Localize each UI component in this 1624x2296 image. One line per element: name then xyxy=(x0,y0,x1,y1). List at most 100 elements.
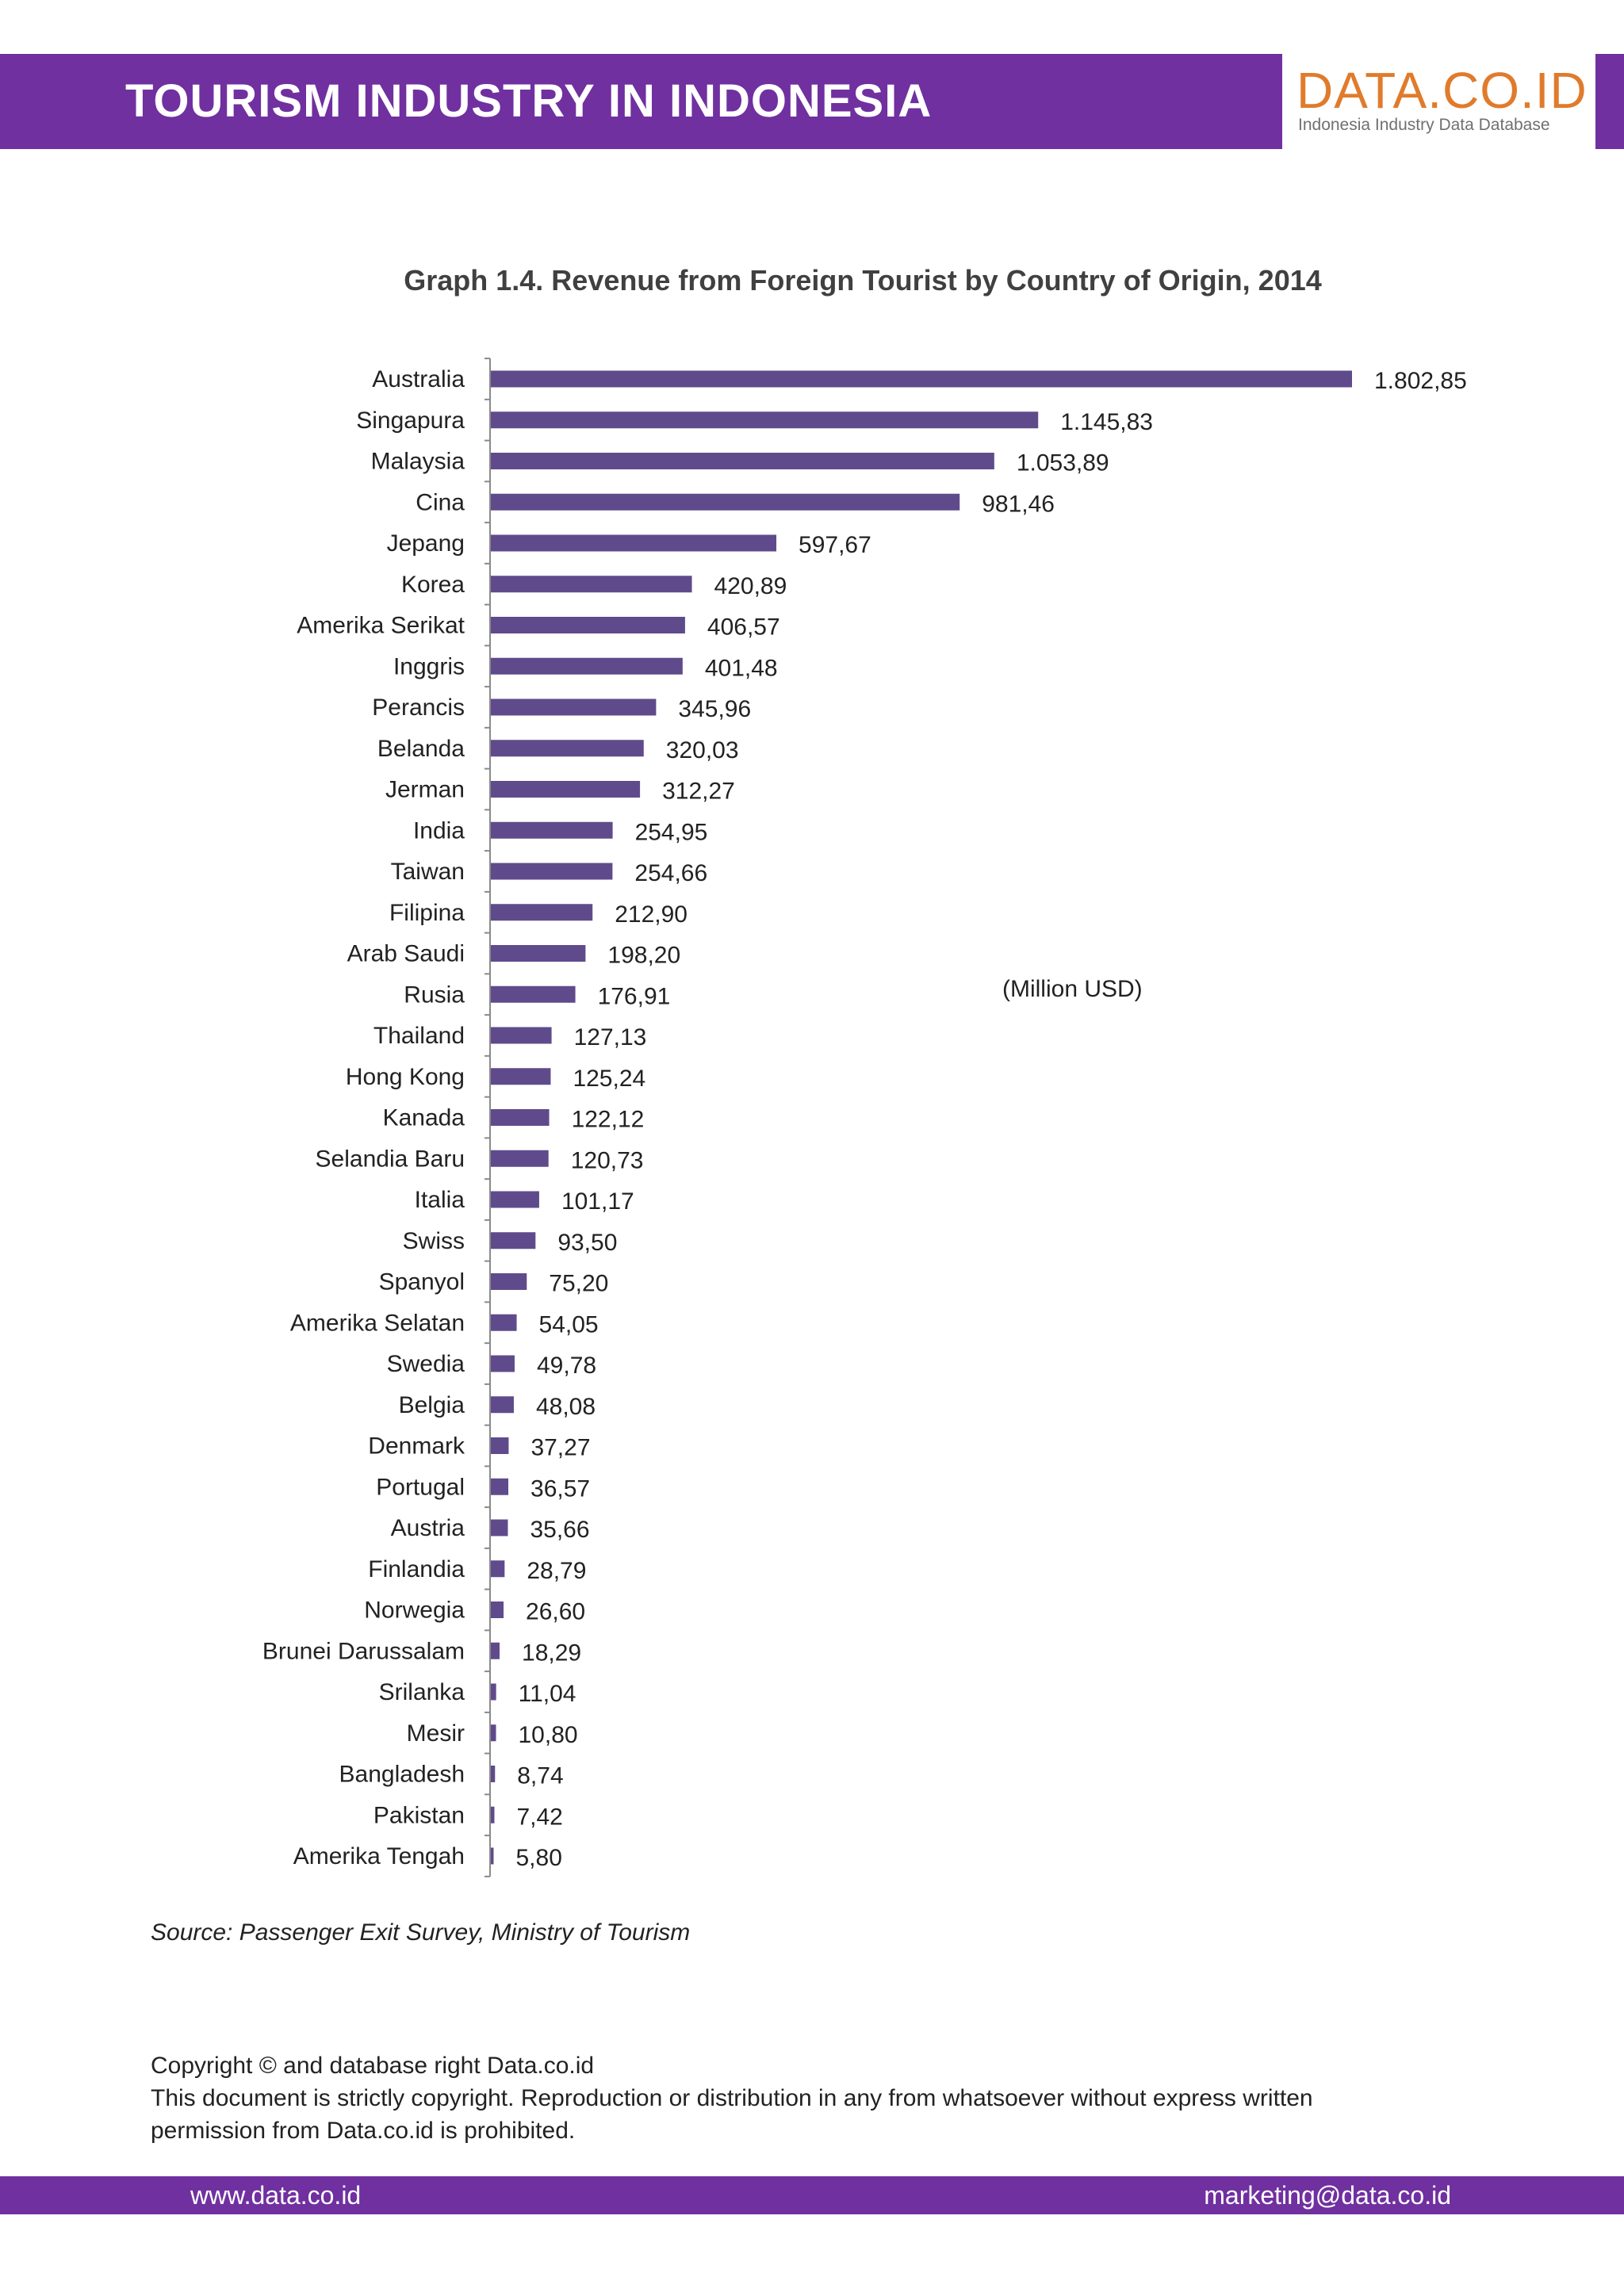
bar xyxy=(491,1560,504,1577)
value-label: 198,20 xyxy=(607,943,680,969)
category-label: Swedia xyxy=(387,1351,465,1377)
value-label: 254,66 xyxy=(634,860,707,886)
category-label: Pakistan xyxy=(373,1802,465,1828)
bar xyxy=(491,1192,539,1208)
value-label: 212,90 xyxy=(615,901,688,928)
value-label: 254,95 xyxy=(635,819,708,845)
bar xyxy=(491,1684,496,1701)
category-label: Perancis xyxy=(372,695,465,721)
category-label: Srilanka xyxy=(379,1679,465,1705)
email-link[interactable]: marketing@data.co.id xyxy=(1204,2176,1451,2214)
value-label: 312,27 xyxy=(662,779,735,805)
bar xyxy=(491,1643,500,1659)
bar xyxy=(491,535,776,552)
category-label: Jerman xyxy=(385,777,465,803)
bar xyxy=(491,658,683,675)
bar xyxy=(491,1068,550,1085)
category-label: Singapura xyxy=(356,408,465,434)
bar xyxy=(491,1027,552,1044)
value-label: 101,17 xyxy=(561,1188,634,1215)
value-label: 10,80 xyxy=(519,1722,578,1748)
category-label: Inggris xyxy=(393,653,465,679)
value-label: 49,78 xyxy=(537,1353,596,1379)
value-label: 26,60 xyxy=(526,1599,585,1625)
bar xyxy=(491,945,585,962)
logo[interactable]: DATA.CO.ID Indonesia Industry Data Datab… xyxy=(1282,54,1595,149)
value-label: 420,89 xyxy=(714,573,787,599)
bar xyxy=(491,453,994,469)
category-label: Amerika Serikat xyxy=(297,613,465,639)
category-label: Finlandia xyxy=(368,1556,465,1582)
category-label: Swiss xyxy=(403,1228,465,1254)
copyright-line: This document is strictly copyright. Rep… xyxy=(151,2082,1499,2114)
category-label: Jepang xyxy=(387,530,465,557)
category-label: Amerika Selatan xyxy=(290,1310,465,1336)
bar xyxy=(491,576,692,592)
category-label: Austria xyxy=(391,1515,465,1541)
value-label: 75,20 xyxy=(549,1271,608,1297)
category-label: Thailand xyxy=(373,1023,465,1049)
category-label: Arab Saudi xyxy=(347,941,465,967)
value-label: 54,05 xyxy=(539,1311,599,1337)
category-label: Selandia Baru xyxy=(316,1146,465,1172)
value-label: 320,03 xyxy=(666,737,739,763)
category-label: Australia xyxy=(372,366,465,392)
website-link[interactable]: www.data.co.id xyxy=(190,2176,361,2214)
value-label: 125,24 xyxy=(573,1066,645,1092)
bar xyxy=(491,371,1352,388)
bar xyxy=(491,1150,549,1167)
bar-chart: Australia 1.802,85 Singapura 1.145,83 Malays… xyxy=(0,349,1624,1887)
value-label: 5,80 xyxy=(515,1845,561,1871)
category-label: Brunei Darussalam xyxy=(262,1638,465,1664)
category-label: Belanda xyxy=(377,736,465,762)
bar xyxy=(491,986,576,1003)
bar xyxy=(491,1109,550,1126)
bar xyxy=(491,494,959,511)
value-label: 8,74 xyxy=(517,1763,563,1789)
bar xyxy=(491,822,613,839)
bar xyxy=(491,781,640,798)
category-label: Korea xyxy=(401,572,465,598)
value-label: 120,73 xyxy=(571,1147,644,1173)
value-label: 1.802,85 xyxy=(1374,368,1467,394)
bar xyxy=(491,1601,504,1618)
category-label: Mesir xyxy=(407,1720,465,1747)
bar xyxy=(491,740,644,756)
value-label: 7,42 xyxy=(516,1804,562,1830)
bar xyxy=(491,1396,514,1413)
bar xyxy=(491,1437,508,1454)
value-label: 1.145,83 xyxy=(1060,409,1153,435)
bar xyxy=(491,863,612,880)
page-title: TOURISM INDUSTRY IN INDONESIA xyxy=(125,71,932,132)
category-label: Cina xyxy=(416,489,465,515)
category-label: Spanyol xyxy=(379,1269,465,1295)
bar xyxy=(491,1479,508,1495)
value-label: 345,96 xyxy=(678,696,751,722)
copyright-notice: Copyright © and database right Data.co.i… xyxy=(151,2049,1499,2147)
bar xyxy=(491,1807,494,1823)
category-label: Norwegia xyxy=(364,1598,465,1624)
header-band-accent xyxy=(1595,54,1624,149)
bar xyxy=(491,1356,515,1372)
category-label: India xyxy=(413,817,465,844)
category-label: Portugal xyxy=(376,1474,465,1500)
category-label: Rusia xyxy=(404,982,465,1008)
category-label: Filipina xyxy=(389,900,465,926)
bar xyxy=(491,1273,527,1290)
bar xyxy=(491,411,1038,428)
value-label: 127,13 xyxy=(574,1024,647,1050)
logo-main-text: DATA.CO.ID xyxy=(1297,59,1588,122)
value-label: 48,08 xyxy=(536,1394,596,1420)
category-label: Taiwan xyxy=(391,859,465,885)
chart-title: Graph 1.4. Revenue from Foreign Tourist … xyxy=(0,262,1624,300)
bar xyxy=(491,1766,495,1782)
logo-tagline: Indonesia Industry Data Database xyxy=(1298,114,1550,136)
bar xyxy=(491,699,656,716)
value-label: 36,57 xyxy=(530,1475,590,1502)
value-label: 122,12 xyxy=(572,1107,645,1133)
category-label: Amerika Tengah xyxy=(293,1843,465,1869)
bar xyxy=(491,904,592,920)
category-label: Hong Kong xyxy=(346,1064,465,1090)
footer-band: www.data.co.id marketing@data.co.id xyxy=(0,2176,1624,2214)
bar xyxy=(491,1520,508,1536)
